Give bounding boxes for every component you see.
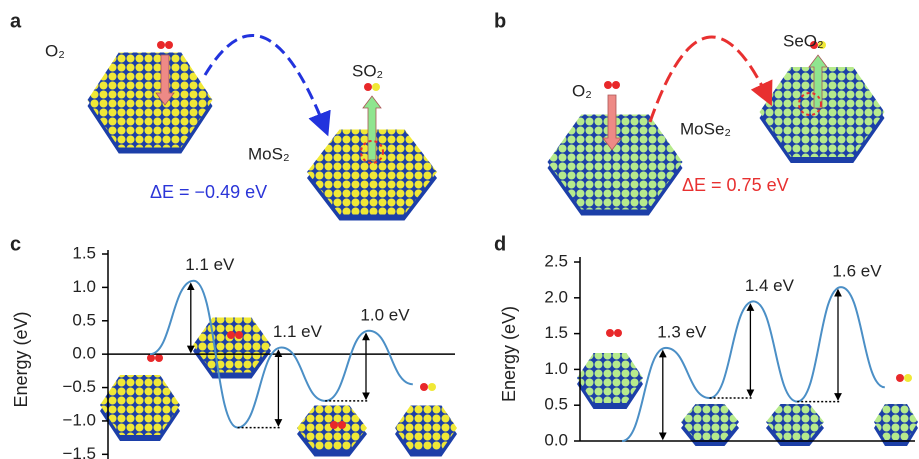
barrier-label: 1.6 eV — [832, 262, 882, 281]
y-tick-label: 0.5 — [544, 395, 568, 414]
barrier-label: 1.3 eV — [657, 322, 707, 341]
atom — [165, 41, 173, 49]
y-tick-label: 0.5 — [72, 310, 96, 329]
panel-label: a — [10, 10, 22, 32]
molecule-label: SeO₂ — [783, 31, 824, 50]
y-tick-label: −1.5 — [62, 444, 96, 459]
energy-label: ΔE = 0.75 eV — [682, 175, 789, 195]
y-axis-title: Energy (eV) — [11, 311, 31, 407]
atom — [612, 81, 620, 89]
atom — [338, 421, 346, 429]
atom — [604, 81, 612, 89]
reaction-arrow — [650, 37, 768, 122]
molecule-label: O₂ — [572, 81, 592, 100]
atom — [330, 421, 338, 429]
y-tick-label: −1.0 — [62, 410, 96, 429]
atom — [364, 83, 372, 91]
panel-label: d — [494, 233, 506, 255]
atom — [606, 329, 614, 337]
barrier-label: 1.0 eV — [360, 305, 410, 324]
material-label: MoS₂ — [248, 144, 290, 163]
atom — [372, 83, 380, 91]
atom — [155, 354, 163, 362]
page: a O₂ MoS₂ SO₂ ΔE = −0.49 eV b O₂ MoSe₂ S… — [0, 0, 919, 459]
y-tick-label: 0.0 — [72, 344, 96, 363]
atom — [157, 41, 165, 49]
atom — [227, 331, 235, 339]
energy-label: ΔE = −0.49 eV — [150, 182, 267, 202]
panel-label: c — [10, 233, 21, 255]
atom — [614, 329, 622, 337]
barrier-label: 1.1 eV — [185, 255, 235, 274]
barrier-label: 1.1 eV — [273, 322, 323, 341]
y-tick-label: 2.5 — [544, 251, 568, 270]
y-tick-label: 0.0 — [544, 430, 568, 449]
barrier-label: 1.4 eV — [745, 276, 795, 295]
figure: a O₂ MoS₂ SO₂ ΔE = −0.49 eV b O₂ MoSe₂ S… — [0, 0, 919, 459]
energy-curve — [622, 287, 885, 441]
y-tick-label: 1.0 — [544, 359, 568, 378]
atom — [428, 383, 436, 391]
y-tick-label: −0.5 — [62, 377, 96, 396]
atom — [896, 374, 904, 382]
reaction-arrow — [205, 35, 325, 128]
panel-label: b — [494, 10, 506, 32]
y-tick-label: 1.5 — [72, 243, 96, 262]
atom — [235, 331, 243, 339]
y-tick-label: 1.0 — [72, 277, 96, 296]
atom — [147, 354, 155, 362]
molecule-label: SO₂ — [352, 61, 383, 80]
molecule-label: O₂ — [45, 41, 65, 60]
atom — [420, 383, 428, 391]
y-axis-title: Energy (eV) — [499, 306, 519, 402]
y-tick-label: 2.0 — [544, 287, 568, 306]
atom — [904, 374, 912, 382]
material-label: MoSe₂ — [680, 119, 731, 138]
y-tick-label: 1.5 — [544, 323, 568, 342]
